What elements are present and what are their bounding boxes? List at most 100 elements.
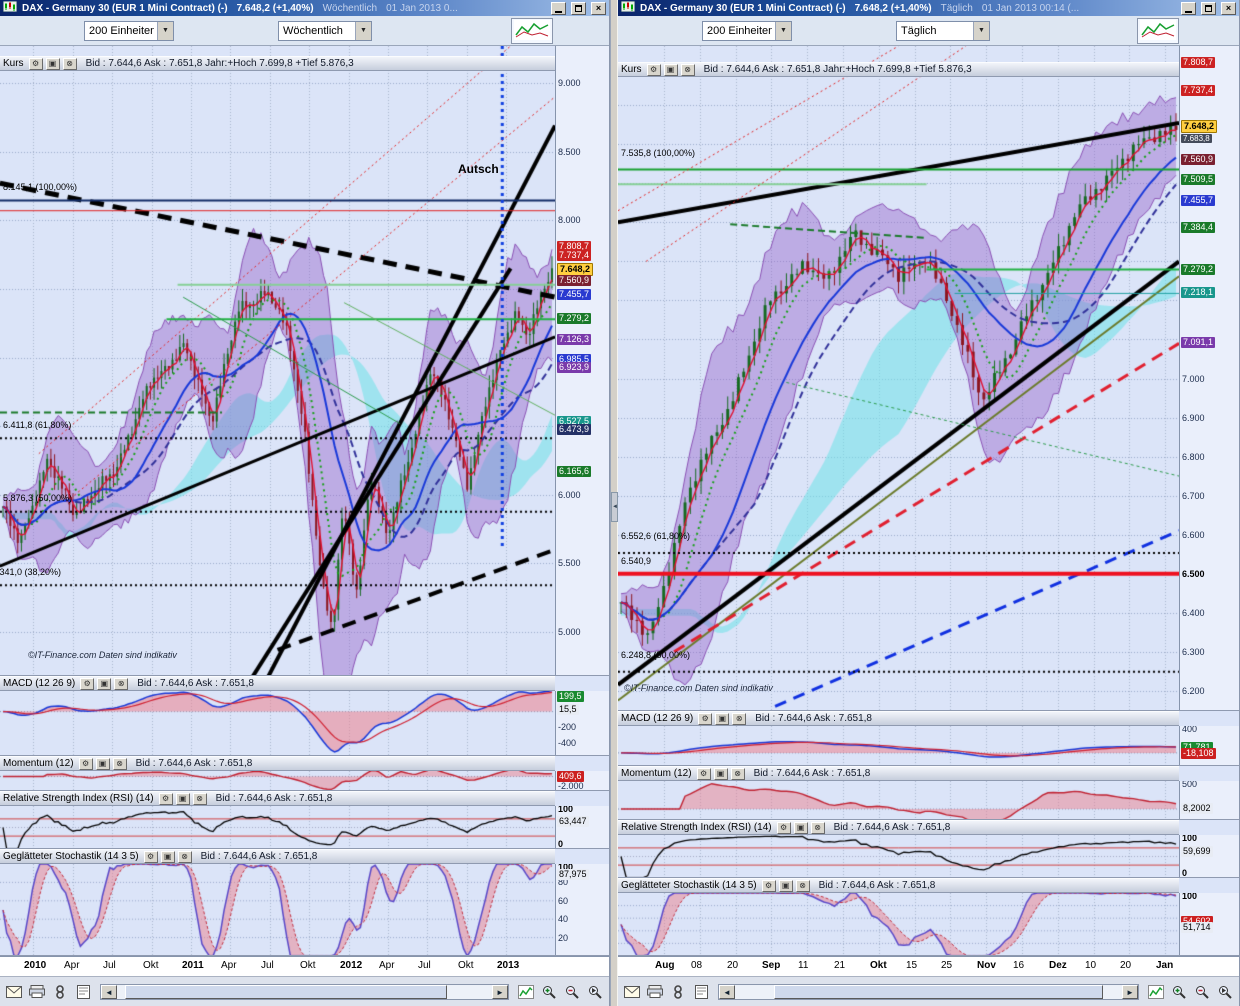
- macd-canvas[interactable]: [618, 726, 1179, 765]
- panel-properties-icon[interactable]: ▣: [778, 879, 793, 892]
- wrench-icon[interactable]: ⚙: [698, 712, 713, 725]
- axis-tick: 100: [1182, 835, 1198, 843]
- print-icon[interactable]: [645, 983, 665, 1001]
- close-panel-icon[interactable]: ⊗: [732, 712, 747, 725]
- stoch-panel[interactable]: 100 54,602 51,714: [618, 893, 1239, 956]
- scroll-left-icon[interactable]: ◄: [101, 984, 117, 999]
- wrench-icon[interactable]: ⚙: [776, 821, 791, 834]
- splitter-collapse-icon[interactable]: ◄: [611, 492, 618, 522]
- macd-panel[interactable]: -200 -400 199,5 15,5: [0, 691, 609, 756]
- panel-properties-icon[interactable]: ▣: [713, 767, 728, 780]
- close-panel-icon[interactable]: ⊗: [192, 792, 207, 805]
- panel-properties-icon[interactable]: ▣: [793, 821, 808, 834]
- momentum-panel[interactable]: 50008,2002: [618, 781, 1239, 820]
- macd-panel[interactable]: 400 71,781 -18,108: [618, 726, 1239, 766]
- axis-tick: 6.900: [1182, 413, 1205, 423]
- order-form-icon[interactable]: [691, 983, 711, 1001]
- momentum-canvas[interactable]: [0, 771, 555, 790]
- wrench-icon[interactable]: ⚙: [28, 57, 43, 70]
- chevron-down-icon[interactable]: ▼: [355, 21, 371, 40]
- price-chart[interactable]: Kurs ⚙ ▣ ⊗ Bid : 7.644,6 Ask : 7.651,8 J…: [618, 46, 1239, 711]
- titlebar[interactable]: DAX - Germany 30 (EUR 1 Mini Contract) (…: [618, 0, 1239, 16]
- order-form-icon[interactable]: [73, 983, 93, 1001]
- scroll-track[interactable]: [735, 984, 1122, 999]
- price-canvas[interactable]: [618, 46, 1179, 710]
- close-panel-icon[interactable]: ⊗: [795, 879, 810, 892]
- close-panel-icon[interactable]: ⊗: [112, 757, 127, 770]
- stoch-panel[interactable]: 100 80 60 40 20 87,975: [0, 864, 609, 956]
- scroll-right-icon[interactable]: ►: [1122, 984, 1138, 999]
- scroll-thumb[interactable]: [124, 984, 447, 999]
- horizontal-scrollbar[interactable]: ◄ ►: [718, 983, 1139, 1000]
- titlebar[interactable]: DAX - Germany 30 (EUR 1 Mini Contract) (…: [0, 0, 609, 16]
- rsi-panel[interactable]: 100 0 63,447: [0, 806, 609, 849]
- email-icon[interactable]: [622, 983, 642, 1001]
- zoom-select-icon[interactable]: [585, 983, 605, 1001]
- stoch-canvas[interactable]: [618, 893, 1179, 955]
- time-label: 2010: [24, 960, 47, 971]
- momentum-panel[interactable]: -2.000 409,6: [0, 771, 609, 791]
- link-rings-icon[interactable]: [668, 983, 688, 1001]
- panel-properties-icon[interactable]: ▣: [175, 792, 190, 805]
- chart-mode-icon[interactable]: [516, 983, 536, 1001]
- horizontal-scrollbar[interactable]: ◄ ►: [100, 983, 509, 1000]
- price-chart[interactable]: Kurs ⚙ ▣ ⊗ Bid : 7.644,6 Ask : 7.651,8 J…: [0, 46, 609, 676]
- close-panel-icon[interactable]: ⊗: [810, 821, 825, 834]
- minimize-button[interactable]: [551, 1, 566, 15]
- units-dropdown[interactable]: 200 Einheiten ▼: [84, 20, 174, 41]
- rsi-canvas[interactable]: [0, 806, 555, 848]
- panel-properties-icon[interactable]: ▣: [160, 850, 175, 863]
- chevron-down-icon[interactable]: ▼: [157, 21, 173, 40]
- wrench-icon[interactable]: ⚙: [158, 792, 173, 805]
- zoom-in-icon[interactable]: [539, 983, 559, 1001]
- close-panel-icon[interactable]: ⊗: [680, 63, 695, 76]
- close-button[interactable]: ×: [1221, 1, 1236, 15]
- wrench-icon[interactable]: ⚙: [696, 767, 711, 780]
- chart-style-button[interactable]: [511, 17, 553, 44]
- maximize-button[interactable]: [1201, 1, 1216, 15]
- wrench-icon[interactable]: ⚙: [761, 879, 776, 892]
- stoch-canvas[interactable]: [0, 864, 555, 955]
- window-splitter[interactable]: ◄: [610, 0, 618, 1006]
- wrench-icon[interactable]: ⚙: [80, 677, 95, 690]
- rsi-canvas[interactable]: [618, 835, 1179, 877]
- macd-axis: 400 71,781 -18,108: [1179, 726, 1239, 765]
- zoom-select-icon[interactable]: [1215, 983, 1235, 1001]
- minimize-button[interactable]: [1181, 1, 1196, 15]
- rsi-panel[interactable]: 100 0 59,699: [618, 835, 1239, 878]
- wrench-icon[interactable]: ⚙: [646, 63, 661, 76]
- close-panel-icon[interactable]: ⊗: [730, 767, 745, 780]
- panel-properties-icon[interactable]: ▣: [663, 63, 678, 76]
- panel-properties-icon[interactable]: ▣: [45, 57, 60, 70]
- chart-style-button[interactable]: [1137, 17, 1179, 44]
- panel-properties-icon[interactable]: ▣: [715, 712, 730, 725]
- zoom-out-icon[interactable]: [1192, 983, 1212, 1001]
- close-panel-icon[interactable]: ⊗: [114, 677, 129, 690]
- chevron-down-icon[interactable]: ▼: [973, 21, 989, 40]
- timeframe-dropdown[interactable]: Täglich ▼: [896, 20, 990, 41]
- scroll-right-icon[interactable]: ►: [492, 984, 508, 999]
- close-panel-icon[interactable]: ⊗: [177, 850, 192, 863]
- macd-canvas[interactable]: [0, 691, 555, 755]
- timeframe-dropdown[interactable]: Wöchentlich ▼: [278, 20, 372, 41]
- momentum-canvas[interactable]: [618, 781, 1179, 819]
- zoom-out-icon[interactable]: [562, 983, 582, 1001]
- close-panel-icon[interactable]: ⊗: [62, 57, 77, 70]
- close-button[interactable]: ×: [591, 1, 606, 15]
- wrench-icon[interactable]: ⚙: [143, 850, 158, 863]
- print-icon[interactable]: [27, 983, 47, 1001]
- wrench-icon[interactable]: ⚙: [78, 757, 93, 770]
- scroll-thumb[interactable]: [773, 984, 1103, 999]
- chevron-down-icon[interactable]: ▼: [775, 21, 791, 40]
- maximize-button[interactable]: [571, 1, 586, 15]
- zoom-in-icon[interactable]: [1169, 983, 1189, 1001]
- units-dropdown[interactable]: 200 Einheiten ▼: [702, 20, 792, 41]
- chart-mode-icon[interactable]: [1146, 983, 1166, 1001]
- link-rings-icon[interactable]: [50, 983, 70, 1001]
- scroll-left-icon[interactable]: ◄: [719, 984, 735, 999]
- panel-properties-icon[interactable]: ▣: [95, 757, 110, 770]
- panel-properties-icon[interactable]: ▣: [97, 677, 112, 690]
- email-icon[interactable]: [4, 983, 24, 1001]
- scroll-track[interactable]: [117, 984, 492, 999]
- price-canvas[interactable]: [0, 46, 555, 675]
